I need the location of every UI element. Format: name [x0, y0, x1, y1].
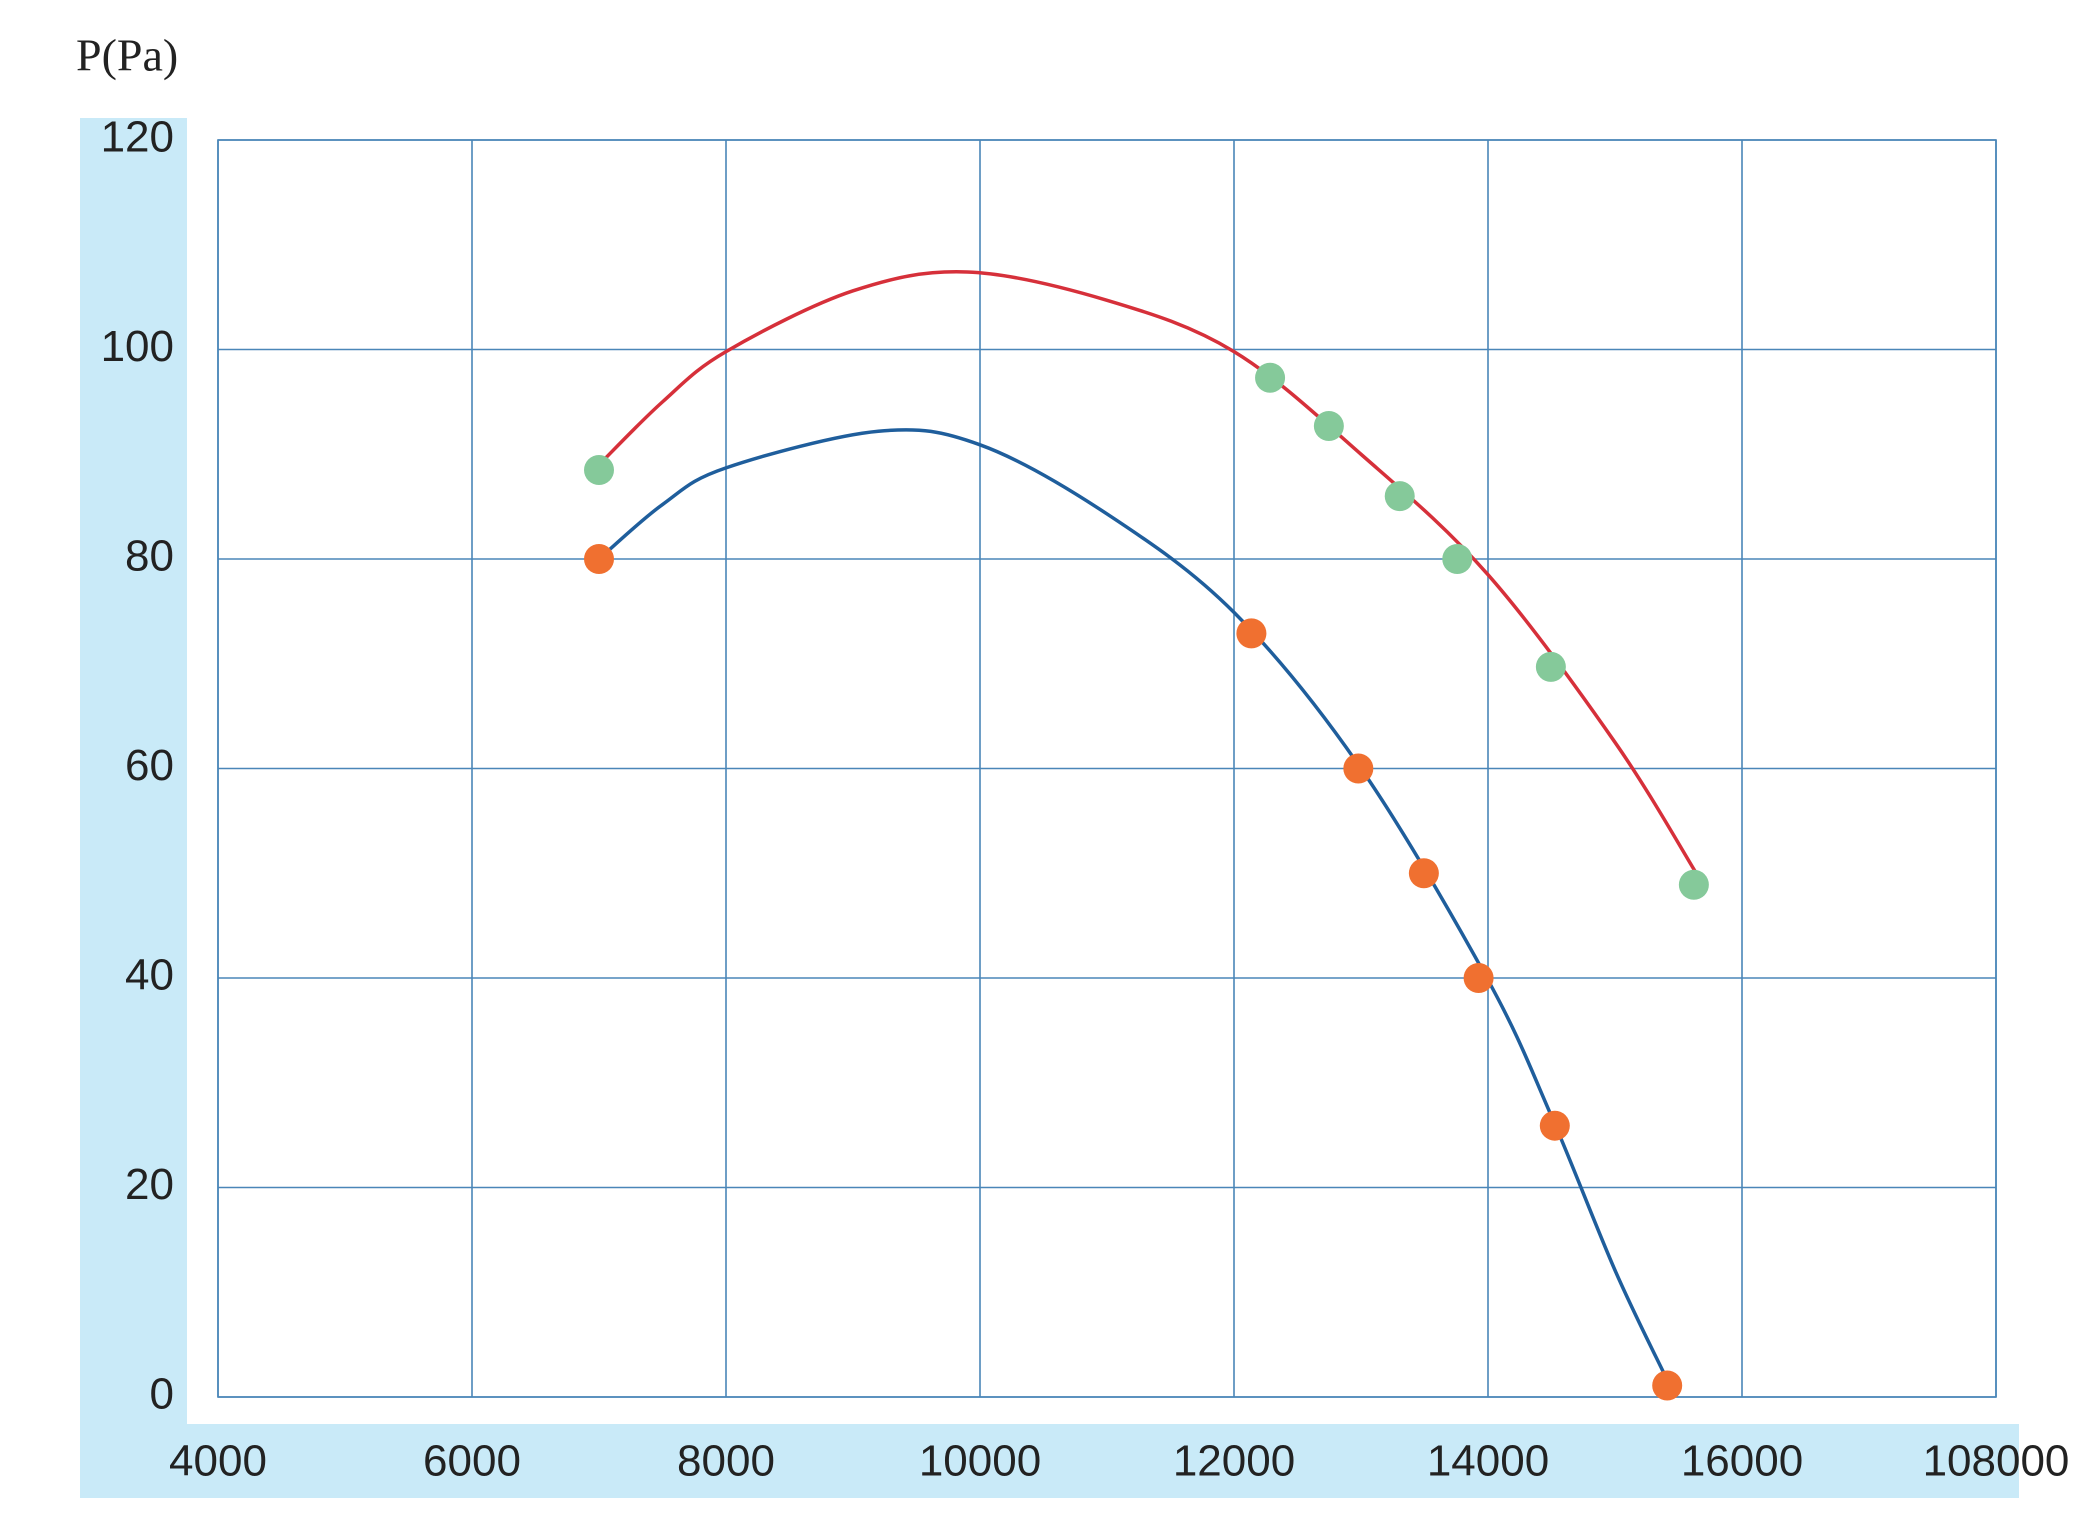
data-point	[1678, 869, 1709, 900]
data-point	[1255, 362, 1286, 393]
data-point	[584, 454, 614, 485]
y-tick-label: 0	[150, 1370, 174, 1419]
x-tick-label: 4000	[169, 1437, 267, 1486]
data-point	[1313, 410, 1344, 441]
data-point	[1343, 753, 1374, 784]
x-tick-label: 10000	[919, 1437, 1041, 1486]
data-point	[1408, 858, 1439, 889]
y-tick-label: 60	[125, 741, 174, 790]
data-point	[1384, 481, 1415, 512]
y-tick-label: 100	[101, 322, 174, 371]
data-point	[1463, 963, 1494, 993]
data-point	[1442, 544, 1473, 574]
data-point	[1539, 1110, 1570, 1141]
x-tick-label: 12000	[1173, 1437, 1295, 1486]
x-tick-label: 16000	[1681, 1437, 1803, 1486]
x-tick-label: 8000	[677, 1437, 775, 1486]
data-point	[1535, 651, 1566, 682]
y-tick-label: 120	[101, 113, 174, 162]
axis-band	[80, 118, 187, 1498]
x-tick-label: 6000	[423, 1437, 521, 1486]
data-point	[1236, 618, 1267, 649]
y-tick-label: 40	[125, 951, 174, 1000]
data-point	[1652, 1370, 1683, 1401]
y-axis-title: P(Pa)	[76, 30, 178, 81]
plot-frame	[217, 139, 1997, 1398]
axis-band	[80, 1424, 2019, 1498]
data-point	[584, 544, 614, 574]
x-tick-label: 108000	[1923, 1437, 2070, 1486]
y-tick-label: 80	[125, 532, 174, 581]
plot-background	[187, 118, 2019, 1424]
x-tick-label: 14000	[1427, 1437, 1549, 1486]
y-tick-label: 20	[125, 1160, 174, 1209]
